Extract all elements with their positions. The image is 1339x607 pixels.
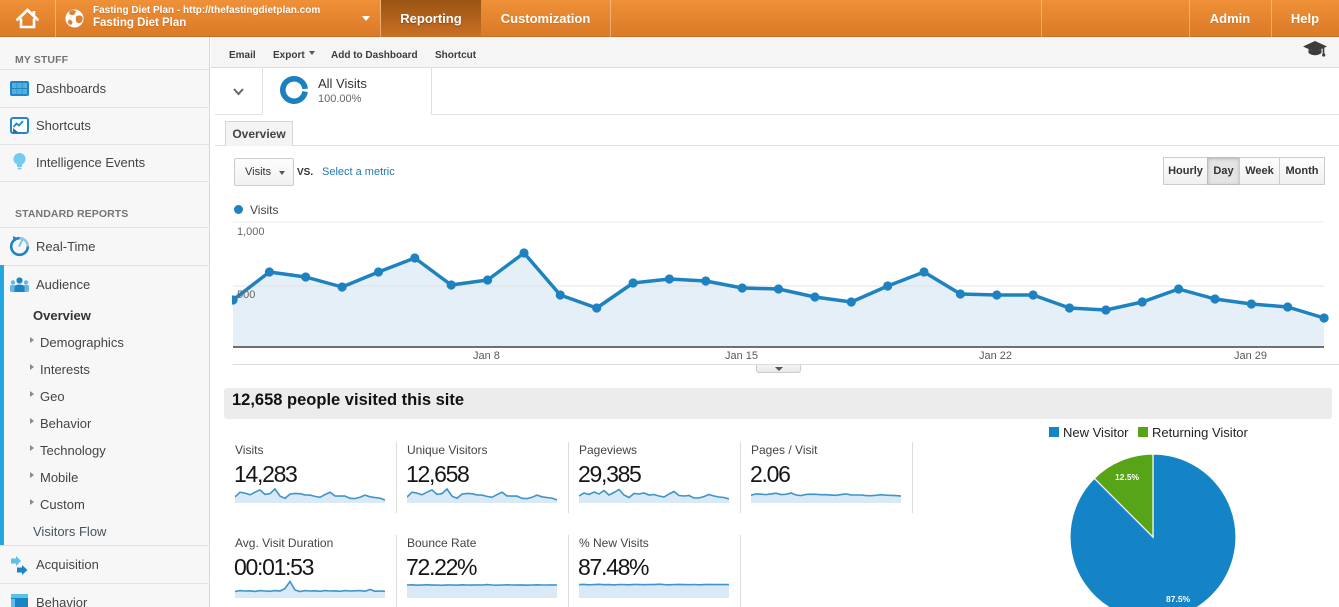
svg-text:87.5%: 87.5%	[1166, 594, 1191, 604]
svg-text:12.5%: 12.5%	[1115, 472, 1140, 482]
